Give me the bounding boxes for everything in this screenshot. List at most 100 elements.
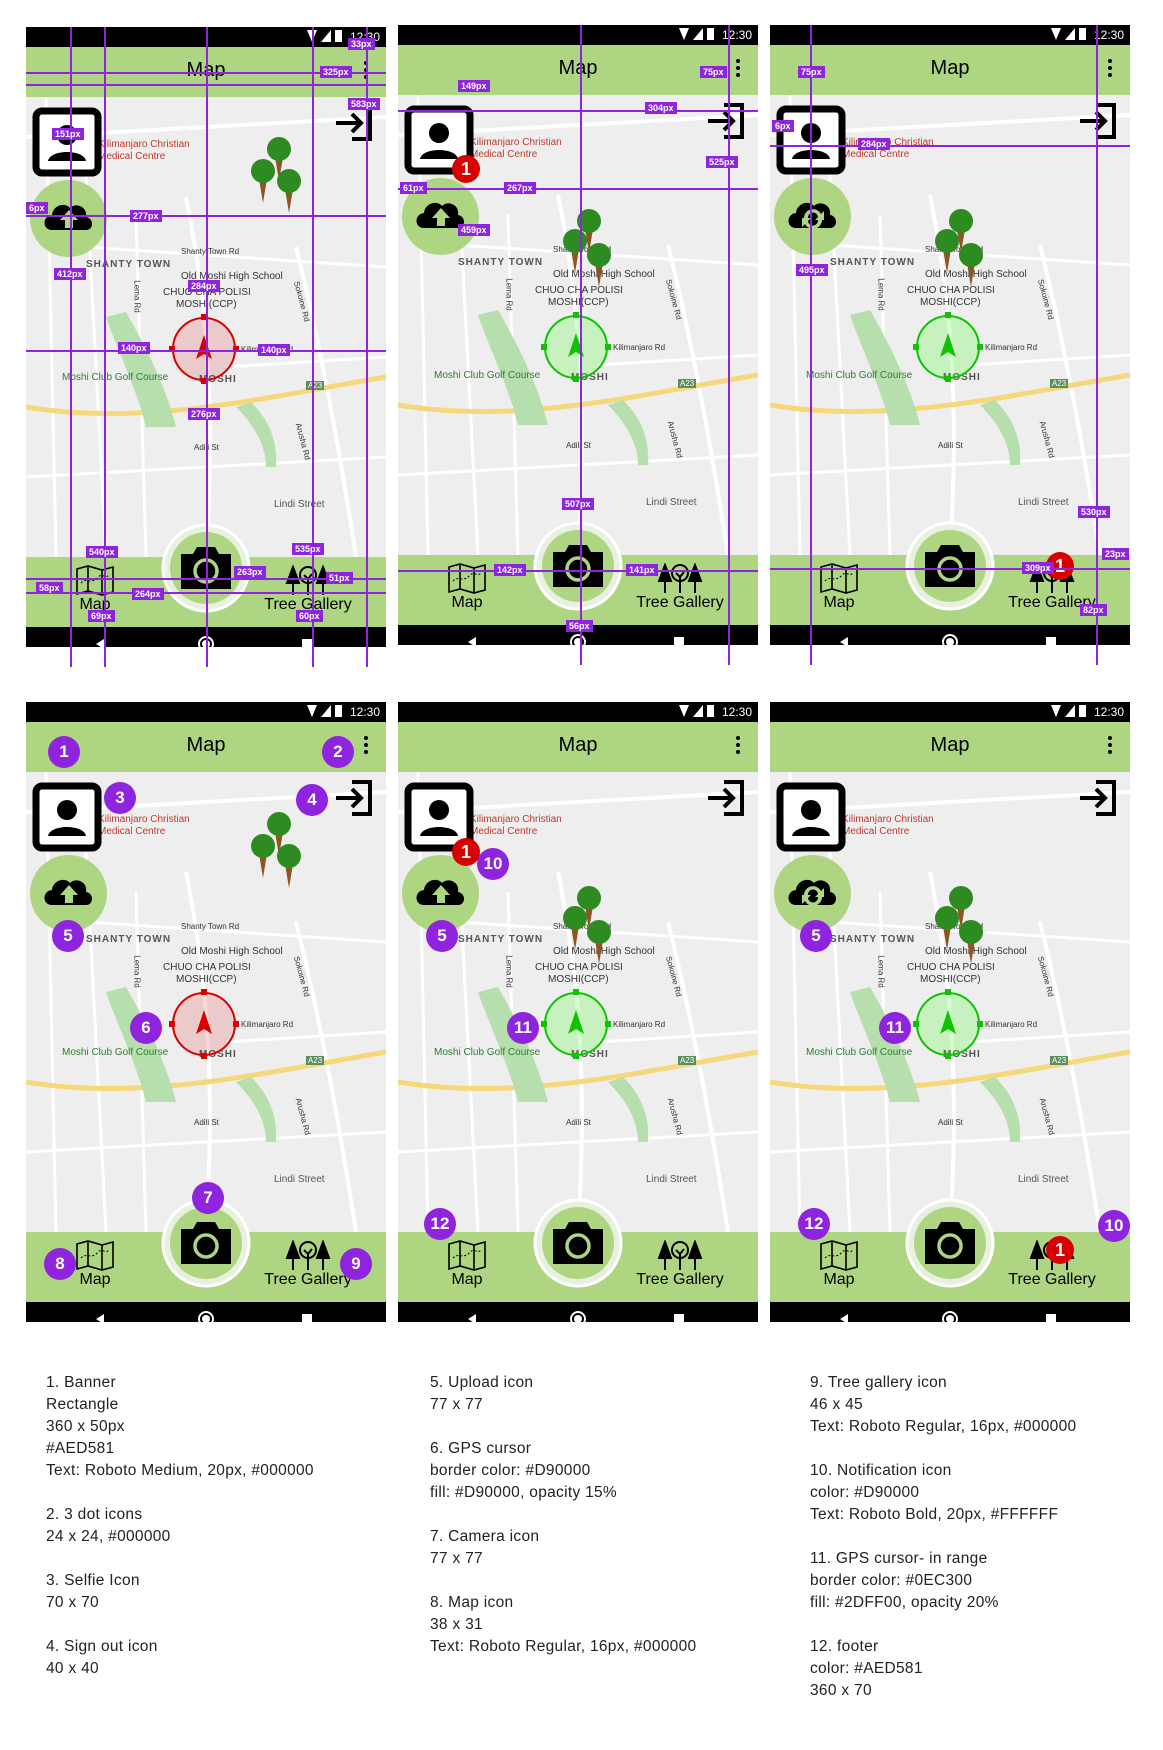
map-label-chuo: CHUO CHA POLISI [535, 962, 623, 973]
selfie-icon[interactable] [32, 107, 102, 177]
nav-tree-gallery-button[interactable]: Tree Gallery [972, 563, 1130, 612]
camera-icon[interactable] [905, 521, 995, 611]
sign-out-icon[interactable] [1078, 101, 1118, 141]
recents-icon[interactable] [1044, 1312, 1058, 1322]
tree-marker-icon[interactable] [584, 241, 614, 289]
tree-marker-icon[interactable] [264, 810, 294, 858]
tree-marker-icon[interactable] [956, 918, 986, 966]
tree-marker-icon[interactable] [274, 167, 304, 215]
map-label-shanty: SHANTY TOWN [86, 934, 172, 945]
recents-icon[interactable] [300, 1312, 314, 1322]
tree-marker-icon[interactable] [946, 884, 976, 932]
tree-marker-icon[interactable] [932, 904, 962, 952]
recents-icon[interactable] [1044, 635, 1058, 645]
upload-icon[interactable] [402, 855, 479, 932]
back-icon[interactable] [838, 1312, 852, 1322]
nav-tree-gallery-button[interactable]: Tree Gallery [600, 563, 758, 612]
camera-icon[interactable] [905, 1198, 995, 1288]
measurement-line [580, 25, 582, 665]
phone-screen-3: Kilimanjaro Christian Medical Centre SHA… [770, 25, 1130, 645]
sync-icon[interactable] [774, 178, 851, 255]
banner: Map [770, 722, 1130, 772]
signal-icon [321, 30, 331, 42]
measurement-line [26, 592, 386, 594]
sign-out-icon[interactable] [1078, 778, 1118, 818]
nav-map-button[interactable]: Map [40, 1240, 150, 1289]
measurement-line [398, 110, 758, 112]
map-label-kilimanjaro-rd: Kilimanjaro Rd [241, 1020, 294, 1029]
tree-marker-icon[interactable] [932, 227, 962, 275]
tree-marker-icon[interactable] [584, 918, 614, 966]
tree-marker-icon[interactable] [574, 207, 604, 255]
more-options-icon[interactable] [736, 57, 740, 81]
map-label-kilimanjaro-rd: Kilimanjaro Rd [985, 1020, 1038, 1029]
upload-icon[interactable] [30, 855, 107, 932]
sync-icon[interactable] [774, 855, 851, 932]
tree-marker-icon[interactable] [248, 832, 278, 880]
back-icon[interactable] [94, 637, 108, 647]
wifi-icon [679, 28, 689, 40]
map-label-a23: A23 [306, 381, 325, 390]
measurement-line [770, 568, 1130, 570]
nav-map-button[interactable]: Map [412, 1240, 522, 1289]
recents-icon[interactable] [672, 635, 686, 645]
nav-tree-gallery-button[interactable]: Tree Gallery [600, 1240, 758, 1289]
tree-marker-icon[interactable] [956, 241, 986, 289]
camera-icon[interactable] [161, 1198, 251, 1288]
map-label-lema: Lema Rd [504, 955, 514, 988]
map-label-golf: Moshi Club Golf Course [806, 1047, 913, 1058]
spec-number-badge: 5 [52, 920, 84, 952]
home-icon[interactable] [197, 1310, 215, 1322]
signal-icon [693, 28, 703, 40]
sign-out-icon[interactable] [334, 778, 374, 818]
home-icon[interactable] [941, 1310, 959, 1322]
upload-icon[interactable] [30, 180, 107, 257]
spec-number-badge: 11 [879, 1012, 911, 1044]
nav-tree-gallery-button[interactable]: Tree Gallery [228, 1240, 386, 1289]
tree-marker-icon[interactable] [274, 842, 304, 890]
tree-marker-icon[interactable] [574, 884, 604, 932]
more-options-icon[interactable] [1108, 734, 1112, 758]
nav-map-button[interactable]: Map [412, 563, 522, 612]
more-options-icon[interactable] [1108, 57, 1112, 81]
selfie-icon[interactable] [32, 782, 102, 852]
home-icon[interactable] [569, 633, 587, 645]
gps-cursor [169, 314, 239, 384]
notification-badge: 1 [452, 155, 480, 183]
sign-out-icon[interactable] [706, 101, 746, 141]
sign-out-icon[interactable] [706, 778, 746, 818]
tree-marker-icon[interactable] [248, 157, 278, 205]
camera-icon[interactable] [533, 521, 623, 611]
measurement-label: 58px [36, 582, 63, 594]
back-icon[interactable] [466, 1312, 480, 1322]
map-label-chuo-2: MOSHI(CCP) [548, 974, 609, 985]
home-icon[interactable] [569, 1310, 587, 1322]
selfie-icon[interactable] [404, 105, 474, 175]
tree-marker-icon[interactable] [560, 904, 590, 952]
nav-map-button[interactable]: Map [784, 1240, 894, 1289]
measurement-label: 277px [130, 210, 162, 222]
recents-icon[interactable] [300, 637, 314, 647]
home-icon[interactable] [941, 633, 959, 645]
more-options-icon[interactable] [736, 734, 740, 758]
back-icon[interactable] [466, 635, 480, 645]
tree-marker-icon[interactable] [264, 135, 294, 183]
selfie-icon[interactable] [404, 782, 474, 852]
measurement-line [26, 350, 386, 352]
banner-title: Map [930, 57, 970, 79]
recents-icon[interactable] [672, 1312, 686, 1322]
measurement-line [70, 27, 72, 667]
more-options-icon[interactable] [364, 734, 368, 758]
selfie-icon[interactable] [776, 782, 846, 852]
measurement-label: 140px [118, 342, 150, 354]
measurement-line [26, 215, 386, 217]
measurement-line [26, 578, 386, 580]
camera-icon[interactable] [533, 1198, 623, 1288]
measurement-line [1096, 25, 1098, 665]
back-icon[interactable] [838, 635, 852, 645]
nav-map-button[interactable]: Map [784, 563, 894, 612]
measurement-line [770, 145, 1130, 147]
tree-marker-icon[interactable] [946, 207, 976, 255]
map-label-kilimanjaro-rd: Kilimanjaro Rd [613, 343, 666, 352]
back-icon[interactable] [94, 1312, 108, 1322]
